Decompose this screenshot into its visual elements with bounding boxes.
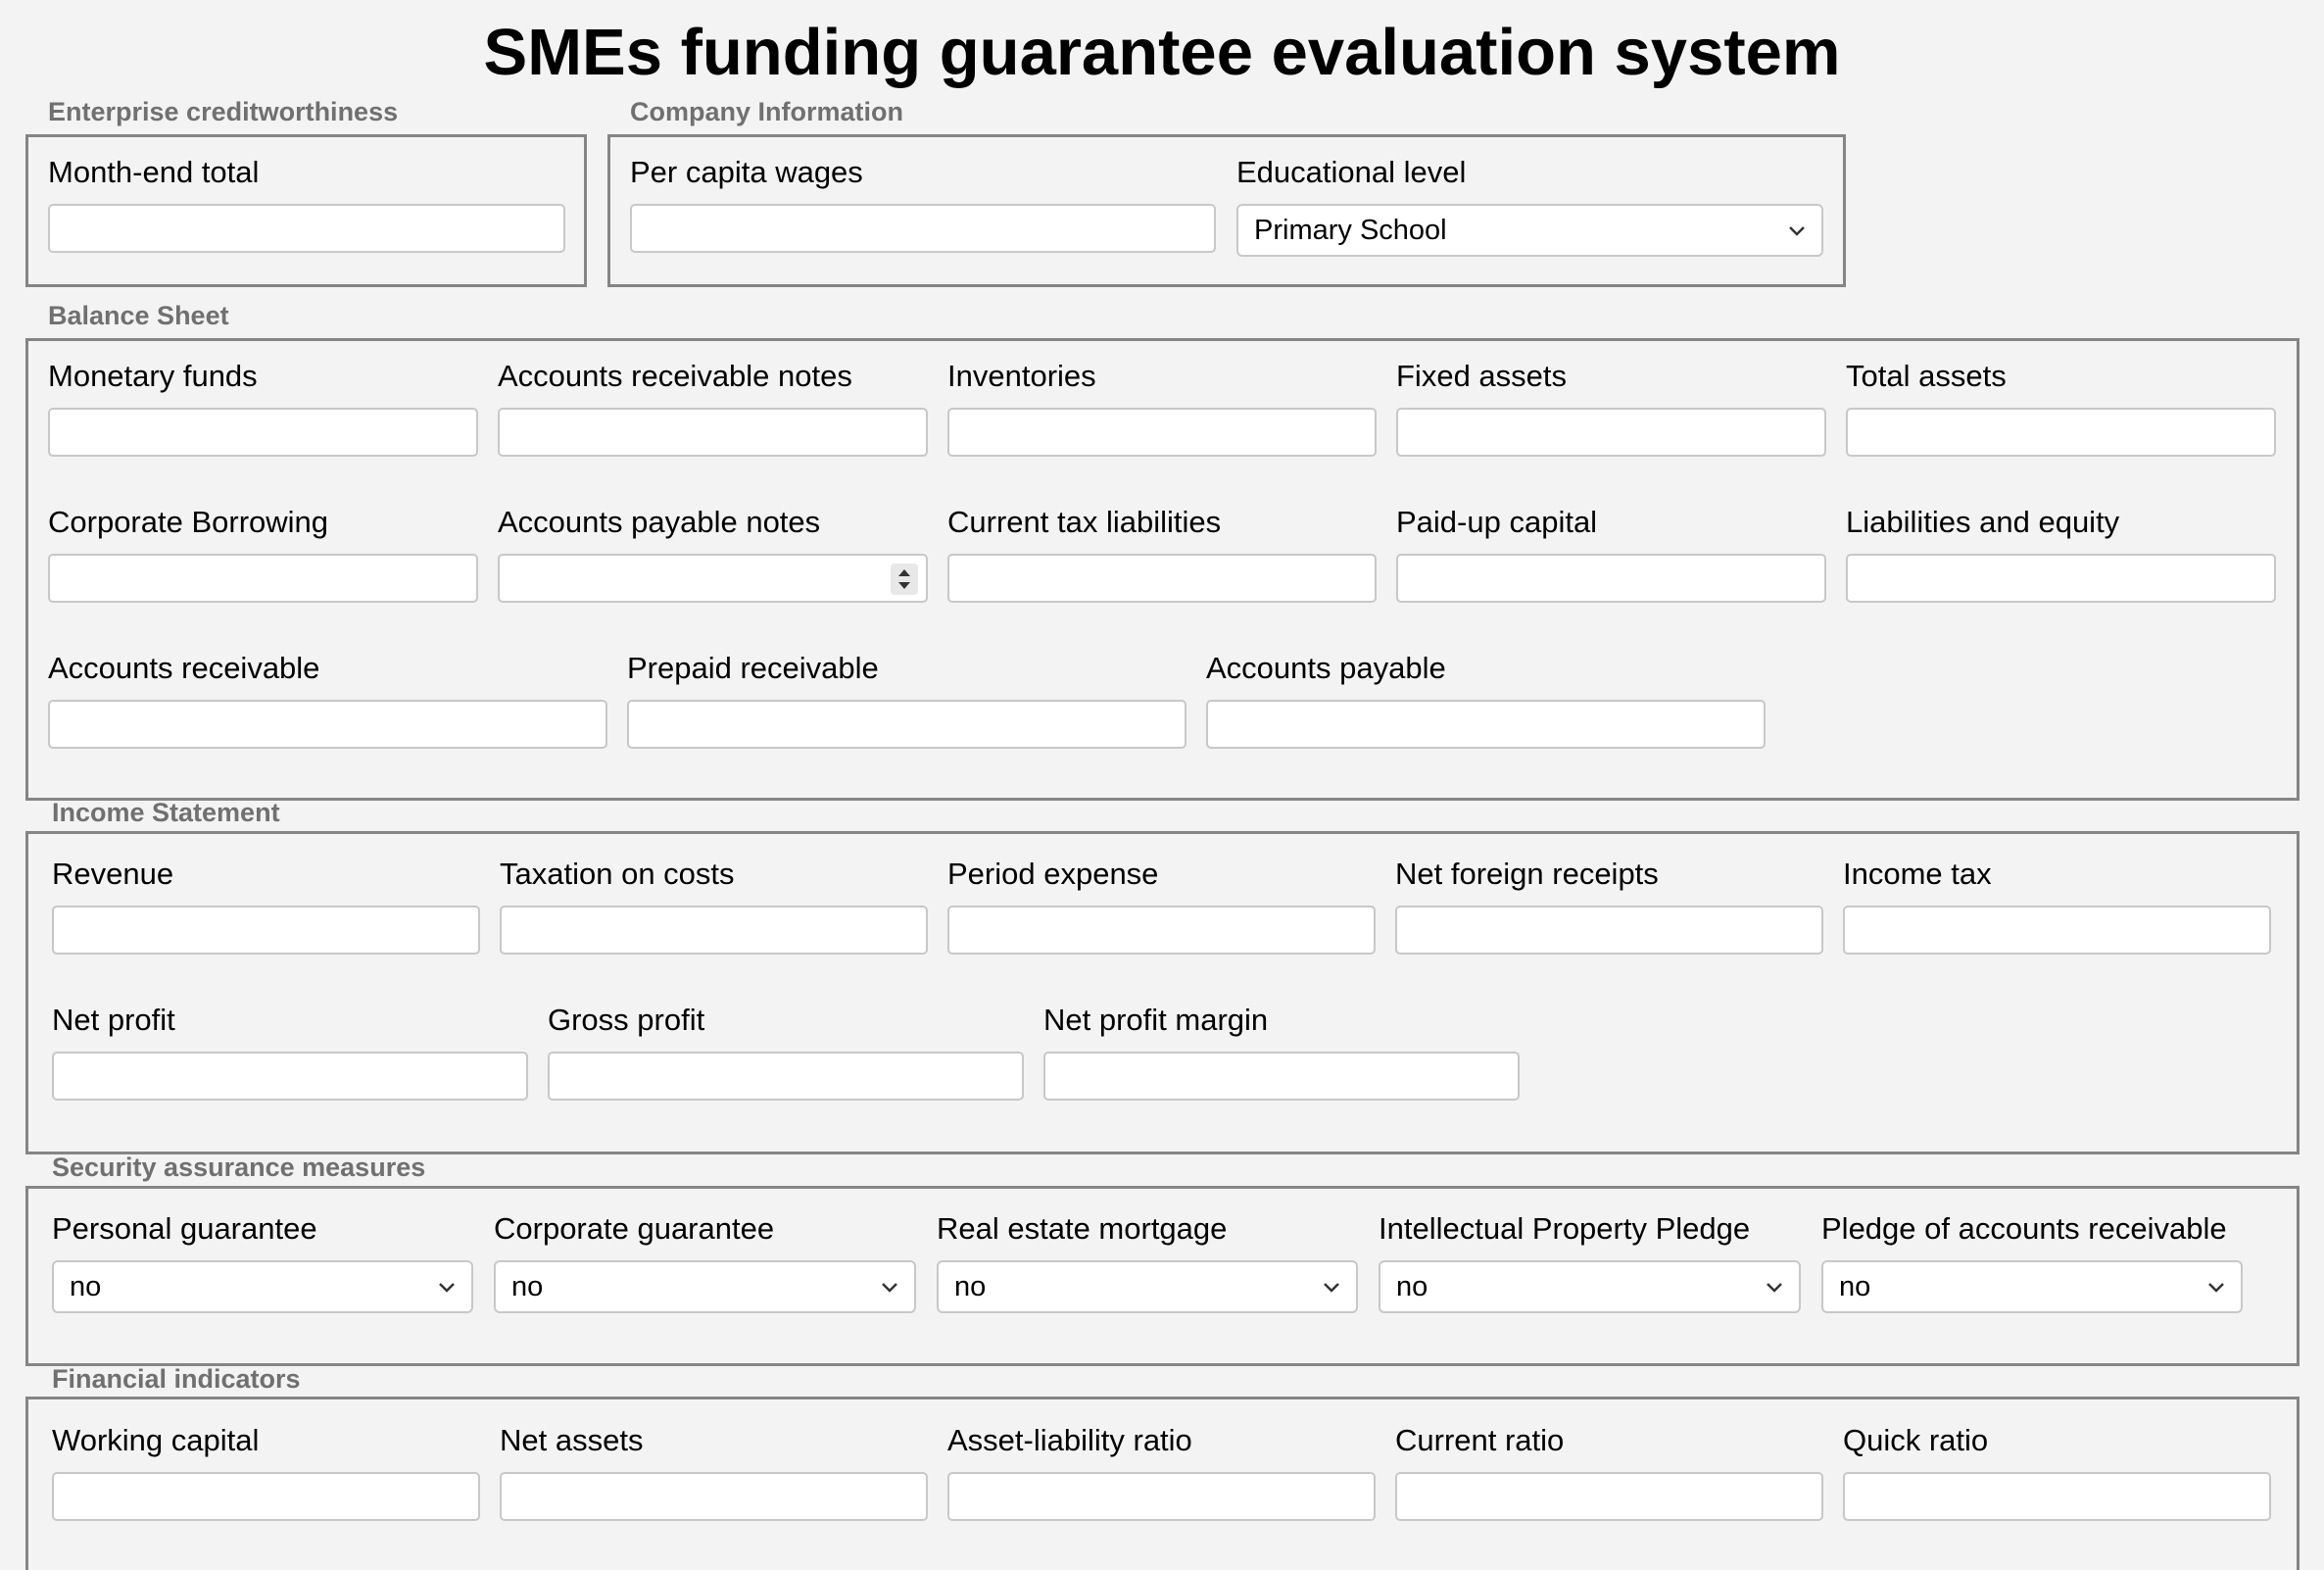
section-legend-balance-sheet: Balance Sheet xyxy=(48,301,229,330)
field-label: Gross profit xyxy=(548,1003,705,1037)
working-capital-input[interactable] xyxy=(52,1472,480,1521)
inventories-input[interactable] xyxy=(947,408,1377,457)
section-legend-security: Security assurance measures xyxy=(52,1153,426,1182)
income-tax-input[interactable] xyxy=(1843,906,2271,955)
real-estate-mortgage-select[interactable]: no xyxy=(937,1260,1358,1313)
chevron-down-icon xyxy=(2208,1283,2224,1293)
personal-guarantee-select[interactable]: no xyxy=(52,1260,473,1313)
field-label: Quick ratio xyxy=(1843,1423,1989,1457)
per-capita-wages-input[interactable] xyxy=(630,204,1216,253)
total-assets-input[interactable] xyxy=(1846,408,2276,457)
field-label: Net foreign receipts xyxy=(1395,857,1659,891)
section-legend-creditworthiness: Enterprise creditworthiness xyxy=(48,97,399,126)
net-assets-input[interactable] xyxy=(500,1472,928,1521)
field-label: Corporate guarantee xyxy=(494,1211,775,1246)
field-label: Period expense xyxy=(947,857,1159,891)
field-label: Revenue xyxy=(52,857,174,891)
chevron-down-icon xyxy=(1767,1283,1782,1293)
field-label: Accounts receivable xyxy=(48,651,320,685)
select-value: Primary School xyxy=(1254,215,1447,246)
field-label: Corporate Borrowing xyxy=(48,505,329,539)
revenue-input[interactable] xyxy=(52,906,480,955)
field-label: Net profit xyxy=(52,1003,175,1037)
quick-ratio-input[interactable] xyxy=(1843,1472,2271,1521)
select-value: no xyxy=(1396,1271,1428,1302)
field-label: Per capita wages xyxy=(630,155,863,189)
select-value: no xyxy=(511,1271,544,1302)
net-profit-margin-input[interactable] xyxy=(1043,1052,1520,1101)
field-label: Current tax liabilities xyxy=(947,505,1222,539)
field-label: Liabilities and equity xyxy=(1846,505,2120,539)
field-label: Net profit margin xyxy=(1043,1003,1269,1037)
field-label: Personal guarantee xyxy=(52,1211,317,1246)
field-label: Accounts payable xyxy=(1206,651,1446,685)
chevron-down-icon xyxy=(1324,1283,1339,1293)
field-label: Educational level xyxy=(1236,155,1467,189)
field-label: Income tax xyxy=(1843,857,1992,891)
chevron-down-icon xyxy=(1789,226,1805,236)
chevron-down-icon xyxy=(439,1283,455,1293)
field-label: Intellectual Property Pledge xyxy=(1379,1211,1751,1246)
corporate-guarantee-select[interactable]: no xyxy=(494,1260,916,1313)
field-label: Net assets xyxy=(500,1423,644,1457)
net-profit-input[interactable] xyxy=(52,1052,528,1101)
field-label: Paid-up capital xyxy=(1396,505,1598,539)
section-legend-financial-indicators: Financial indicators xyxy=(52,1364,301,1394)
income-statement-fieldset xyxy=(25,831,2300,1154)
intellectual-property-pledge-select[interactable]: no xyxy=(1379,1260,1801,1313)
select-value: no xyxy=(1839,1271,1871,1302)
fixed-assets-input[interactable] xyxy=(1396,408,1826,457)
field-label: Taxation on costs xyxy=(500,857,735,891)
net-foreign-receipts-input[interactable] xyxy=(1395,906,1823,955)
taxation-on-costs-input[interactable] xyxy=(500,906,928,955)
accounts-receivable-notes-input[interactable] xyxy=(498,408,928,457)
select-value: no xyxy=(954,1271,987,1302)
field-label: Current ratio xyxy=(1395,1423,1565,1457)
gross-profit-input[interactable] xyxy=(548,1052,1024,1101)
field-label: Monetary funds xyxy=(48,359,258,393)
monetary-funds-input[interactable] xyxy=(48,408,478,457)
field-label: Total assets xyxy=(1846,359,2007,393)
current-tax-liabilities-input[interactable] xyxy=(947,554,1377,603)
chevron-down-icon xyxy=(882,1283,897,1293)
paid-up-capital-input[interactable] xyxy=(1396,554,1826,603)
accounts-receivable-input[interactable] xyxy=(48,700,607,749)
current-ratio-input[interactable] xyxy=(1395,1472,1823,1521)
asset-liability-ratio-input[interactable] xyxy=(947,1472,1376,1521)
educational-level-select[interactable]: Primary School xyxy=(1236,204,1823,257)
accounts-payable-input[interactable] xyxy=(1206,700,1766,749)
field-label: Prepaid receivable xyxy=(627,651,879,685)
period-expense-input[interactable] xyxy=(947,906,1376,955)
section-legend-company-info: Company Information xyxy=(630,97,904,126)
corporate-borrowing-input[interactable] xyxy=(48,554,478,603)
field-label: Real estate mortgage xyxy=(937,1211,1228,1246)
accounts-payable-notes-input[interactable] xyxy=(498,554,928,603)
field-label: Month-end total xyxy=(48,155,260,189)
field-label: Fixed assets xyxy=(1396,359,1568,393)
page-title: SMEs funding guarantee evaluation system xyxy=(483,16,1841,89)
month-end-total-input[interactable] xyxy=(48,204,565,253)
number-stepper-icon[interactable] xyxy=(891,564,918,595)
field-label: Accounts receivable notes xyxy=(498,359,852,393)
prepaid-receivable-input[interactable] xyxy=(627,700,1186,749)
field-label: Working capital xyxy=(52,1423,260,1457)
liabilities-and-equity-input[interactable] xyxy=(1846,554,2276,603)
pledge-of-accounts-receivable-select[interactable]: no xyxy=(1821,1260,2243,1313)
field-label: Accounts payable notes xyxy=(498,505,821,539)
select-value: no xyxy=(70,1271,102,1302)
field-label: Inventories xyxy=(947,359,1096,393)
field-label: Asset-liability ratio xyxy=(947,1423,1192,1457)
section-legend-income-statement: Income Statement xyxy=(52,798,280,827)
field-label: Pledge of accounts receivable xyxy=(1821,1211,2227,1246)
